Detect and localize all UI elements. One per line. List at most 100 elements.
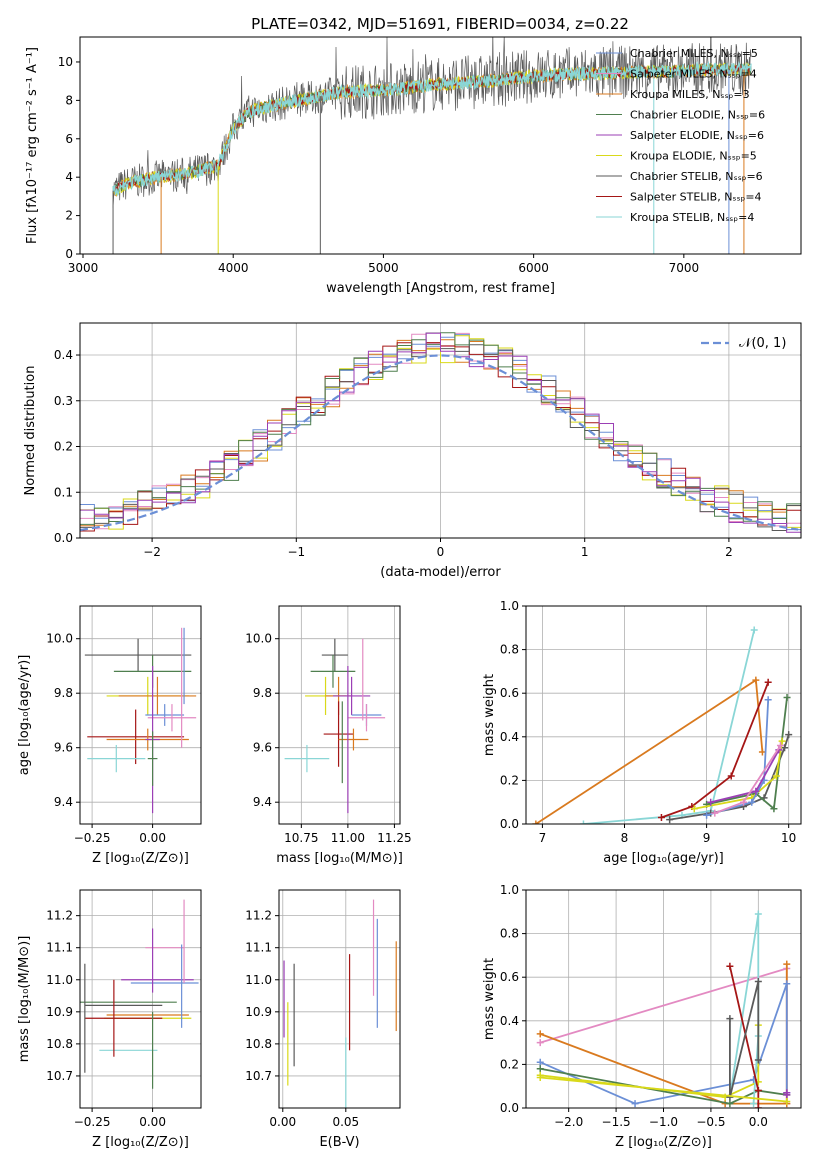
- weight-marker: [754, 978, 762, 986]
- age-vs-mass-xlabel: mass [log₁₀(M/M⊙)]: [276, 851, 403, 866]
- legend-entry: Kroupa STELIB, Nₛₛₚ=4: [630, 211, 754, 224]
- figure-title: PLATE=0342, MJD=51691, FIBERID=0034, z=0…: [251, 15, 629, 33]
- spectrum-ytick-label: 0: [65, 247, 73, 261]
- legend-entry: Salpeter MILES, Nₛₛₚ=4: [630, 68, 757, 81]
- residuals-ytick-label: 0.4: [54, 348, 73, 362]
- weight-marker: [726, 1093, 734, 1101]
- spectrum-xtick-label: 6000: [518, 261, 549, 275]
- histogram-series: [80, 339, 801, 527]
- mass-vs-ebv-xlabel: E(B-V): [319, 1135, 359, 1150]
- weight-vs-age-xtick-label: 9: [703, 831, 711, 845]
- residuals-ylabel: Normed distribution: [23, 366, 38, 496]
- weight-vs-z-ytick-label: 0.2: [500, 1057, 519, 1071]
- weight-marker: [776, 742, 784, 750]
- age-vs-mass-frame: [278, 605, 401, 825]
- residuals-xtick-label: −1: [287, 545, 305, 559]
- weight-marker: [711, 809, 719, 817]
- weight-series: [694, 741, 783, 810]
- spectrum-ytick-label: 4: [65, 170, 73, 184]
- mass-vs-ebv-ytick-label: 11.1: [245, 941, 272, 955]
- residuals-xtick-label: 2: [725, 545, 733, 559]
- spectrum-xtick-label: 7000: [669, 261, 700, 275]
- mass-vs-ebv-xtick-label: 0.00: [269, 1115, 296, 1129]
- weight-vs-z-xtick-label: 0.0: [749, 1115, 768, 1129]
- weight-marker: [703, 811, 711, 819]
- age-vs-z-axes: −0.25 0.00 9.4 9.6 9.8 10.0 Z [log₁₀(Z/Z⊙)] age…: [17, 605, 202, 866]
- age-vs-mass-xtick-label: 11.25: [377, 831, 411, 845]
- weight-vs-z-xtick-label: −2.0: [554, 1115, 583, 1129]
- mass-vs-ebv-ytick-label: 10.7: [245, 1069, 272, 1083]
- weight-marker: [783, 1097, 791, 1105]
- weight-marker: [754, 1087, 762, 1095]
- weight-vs-age-ytick-label: 0.6: [500, 686, 519, 700]
- spectrum-xtick-label: 4000: [218, 261, 249, 275]
- mass-vs-z-ytick-label: 10.7: [46, 1069, 73, 1083]
- weight-marker: [579, 820, 587, 824]
- weight-marker: [657, 813, 665, 821]
- weight-marker: [536, 1073, 544, 1081]
- weight-marker: [764, 696, 772, 704]
- weight-marker: [752, 787, 760, 795]
- age-vs-mass-xtick-label: 10.75: [284, 831, 318, 845]
- weight-vs-age-ytick-label: 0.2: [500, 773, 519, 787]
- weight-series: [540, 1076, 787, 1103]
- histogram-series: [80, 335, 801, 530]
- mass-vs-ebv-ytick-label: 10.9: [245, 1005, 272, 1019]
- spectrum-xtick-label: 5000: [368, 261, 399, 275]
- weight-marker: [726, 1015, 734, 1023]
- spectrum-frame: [79, 36, 802, 255]
- weight-marker: [536, 1030, 544, 1038]
- spectrum-line: [112, 60, 752, 197]
- spectrum-ytick-label: 10: [58, 55, 73, 69]
- legend-entry: Chabrier ELODIE, Nₛₛₚ=6: [630, 109, 765, 122]
- legend-entry: Chabrier STELIB, Nₛₛₚ=6: [630, 170, 763, 183]
- residuals-ytick-label: 0.0: [54, 531, 73, 545]
- mass-vs-ebv-ytick-label: 10.8: [245, 1037, 272, 1051]
- weight-vs-z-frame: [525, 889, 802, 1109]
- gaussian-curve: [80, 354, 799, 532]
- mass-vs-z-plot-area: [80, 899, 199, 1089]
- weight-vs-z-ytick-label: 0.6: [500, 970, 519, 984]
- mass-vs-z-xtick-label: 0.00: [139, 1115, 166, 1129]
- weight-marker: [783, 694, 791, 702]
- histogram-series: [80, 332, 801, 525]
- legend-entry: Salpeter ELODIE, Nₛₛₚ=6: [630, 129, 764, 142]
- weight-vs-z-ytick-label: 0.4: [500, 1014, 519, 1028]
- age-vs-z-xtick-label: 0.00: [139, 831, 166, 845]
- weight-marker: [727, 772, 735, 780]
- mass-vs-z-xlabel: Z [log₁₀(Z/Z⊙)]: [92, 1135, 189, 1150]
- weight-series: [540, 1025, 760, 1099]
- weight-vs-age-ytick-label: 1.0: [500, 599, 519, 613]
- weight-vs-z-axes: −2.0 −1.5 −1.0 −0.5 0.0 0.0 0.2 0.4 0.6 0.8 1.0 Z […: [482, 883, 802, 1150]
- weight-marker: [532, 820, 540, 824]
- mass-vs-ebv-frame: [278, 889, 401, 1109]
- weight-marker: [726, 1100, 734, 1108]
- weight-series: [729, 981, 760, 1098]
- age-vs-z-ytick-label: 9.8: [54, 686, 73, 700]
- weight-series: [710, 749, 780, 804]
- weight-marker: [631, 1100, 639, 1108]
- weight-vs-z-xtick-label: −1.0: [649, 1115, 678, 1129]
- mass-vs-z-ytick-label: 11.0: [46, 973, 73, 987]
- weight-marker: [754, 910, 762, 918]
- weight-marker: [770, 805, 778, 813]
- residuals-plot-area: [80, 332, 801, 537]
- weight-marker: [690, 805, 698, 813]
- age-vs-z-xlabel: Z [log₁₀(Z/Z⊙)]: [92, 851, 189, 866]
- spectrum-ytick-label: 6: [65, 132, 73, 146]
- weight-vs-age-xtick-label: 10: [781, 831, 796, 845]
- weight-marker: [536, 1065, 544, 1073]
- mass-vs-z-ytick-label: 10.8: [46, 1037, 73, 1051]
- age-vs-z-ylabel: age [log₁₀(age/yr)]: [17, 655, 32, 776]
- histogram-series: [80, 334, 801, 531]
- age-vs-z-ytick-label: 9.4: [54, 795, 73, 809]
- spectrum-ylabel: Flux [fλ10⁻¹⁷ erg cm⁻² s⁻¹ A⁻¹]: [25, 47, 40, 244]
- mass-vs-ebv-axes: 0.00 0.05 10.7 10.8 10.9 11.0 11.1 11.2 E(B-V): [245, 889, 401, 1150]
- mass-vs-z-frame: [79, 889, 202, 1109]
- mass-vs-z-axes: −0.25 0.00 10.7 10.8 10.9 11.0 11.1 11.2 Z [log₁…: [17, 889, 202, 1150]
- age-vs-z-plot-area: [84, 627, 197, 814]
- mass-vs-z-ytick-label: 11.2: [46, 909, 73, 923]
- residuals-xtick-label: −2: [143, 545, 161, 559]
- mass-vs-ebv-ytick-label: 11.0: [245, 973, 272, 987]
